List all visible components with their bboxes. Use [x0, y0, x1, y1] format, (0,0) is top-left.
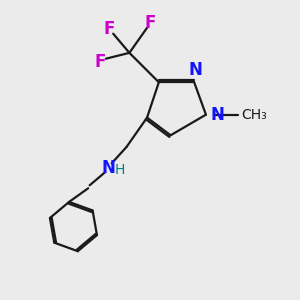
Text: N: N [189, 61, 202, 79]
Text: F: F [94, 53, 106, 71]
Text: H: H [115, 163, 125, 177]
Text: F: F [144, 14, 156, 32]
Text: CH₃: CH₃ [241, 108, 267, 122]
Text: F: F [103, 20, 115, 38]
Text: N: N [210, 106, 224, 124]
Text: N: N [102, 159, 116, 177]
